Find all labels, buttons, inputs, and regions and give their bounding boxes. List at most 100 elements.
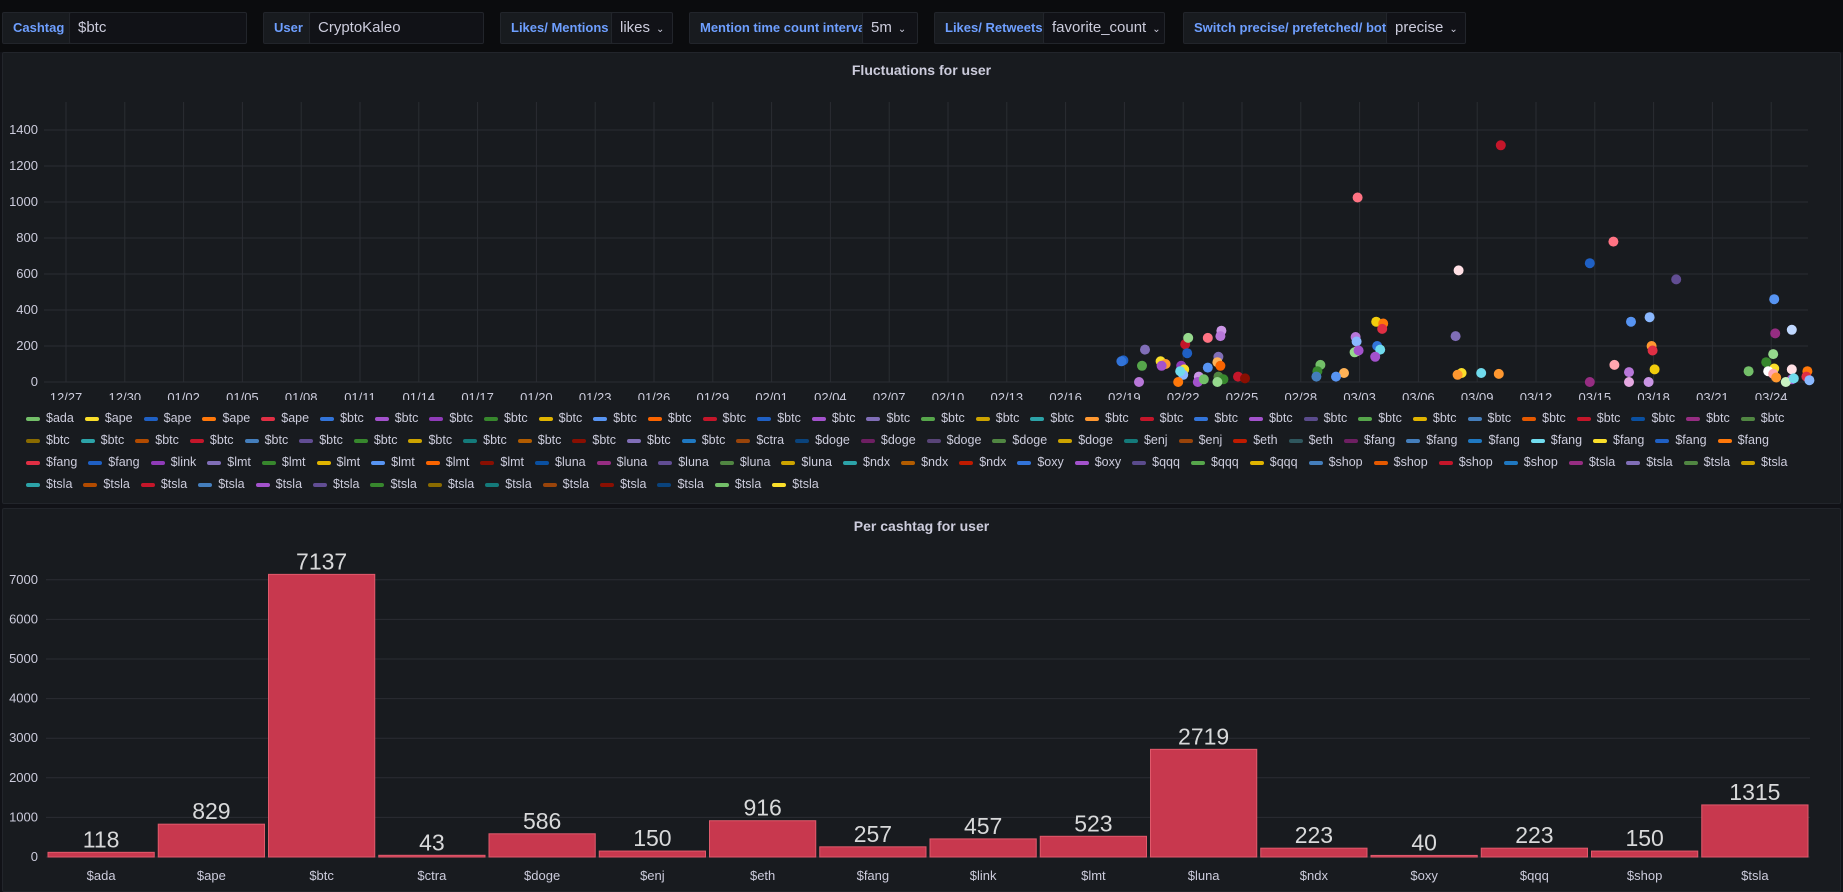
legend-item[interactable]: $eth	[1288, 429, 1333, 451]
legend-item[interactable]: $btc	[538, 407, 582, 429]
fluctuations-panel-title[interactable]: Fluctuations for user	[851, 62, 992, 78]
legend-item[interactable]: $btc	[572, 429, 616, 451]
legend-item[interactable]: $tsla	[1683, 451, 1730, 473]
legend-item[interactable]: $qqq	[1190, 451, 1239, 473]
legend-item[interactable]: $btc	[463, 429, 507, 451]
legend-item[interactable]: $doge	[992, 429, 1047, 451]
legend-item[interactable]: $fang	[1343, 429, 1395, 451]
legend-item[interactable]: $fang	[1717, 429, 1769, 451]
legend-item[interactable]: $ape	[143, 407, 191, 429]
legend-item[interactable]: $btc	[189, 429, 234, 451]
legend-item[interactable]: $btc	[866, 407, 910, 429]
legend-item[interactable]: $lmt	[261, 451, 306, 473]
legend-item[interactable]: $eth	[1233, 429, 1278, 451]
legend-item[interactable]: $ape	[84, 407, 133, 429]
legend-item[interactable]: $enj	[1123, 429, 1168, 451]
legend-item[interactable]: $tsla	[1741, 451, 1787, 473]
legend-item[interactable]: $tsla	[657, 473, 704, 495]
legend-item[interactable]: $btc	[353, 429, 397, 451]
legend-item[interactable]: $lmt	[425, 451, 469, 473]
legend-item[interactable]: $tsla	[83, 473, 130, 495]
likes-mentions-dropdown[interactable]: likes ⌄	[611, 12, 673, 44]
legend-item[interactable]: $btc	[647, 407, 692, 429]
legend-item[interactable]: $tsla	[485, 473, 532, 495]
legend-item[interactable]: $tsla	[1626, 451, 1673, 473]
legend-item[interactable]: $btc	[1194, 407, 1238, 429]
legend-item[interactable]: $shop	[1373, 451, 1428, 473]
legend-item[interactable]: $btc	[429, 407, 473, 429]
legend-item[interactable]: $doge	[795, 429, 850, 451]
legend-item[interactable]: $btc	[681, 429, 725, 451]
legend-item[interactable]: $btc	[921, 407, 965, 429]
legend-item[interactable]: $fang	[1530, 429, 1582, 451]
legend-item[interactable]: $doge	[1058, 429, 1113, 451]
legend-item[interactable]: $lmt	[480, 451, 524, 473]
legend-item[interactable]: $luna	[535, 451, 586, 473]
legend-item[interactable]: $btc	[244, 429, 288, 451]
legend-item[interactable]: $btc	[702, 407, 746, 429]
legend-item[interactable]: $btc	[975, 407, 1019, 429]
legend-item[interactable]: $btc	[1085, 407, 1129, 429]
legend-item[interactable]: $btc	[1358, 407, 1402, 429]
legend-item[interactable]: $ctra	[736, 429, 784, 451]
legend-item[interactable]: $btc	[1686, 407, 1730, 429]
legend-item[interactable]: $lmt	[316, 451, 360, 473]
legend-item[interactable]: $doge	[860, 429, 916, 451]
legend-item[interactable]: $tsla	[198, 473, 245, 495]
legend-item[interactable]: $tsla	[1568, 451, 1615, 473]
interval-dropdown[interactable]: 5m ⌄	[862, 12, 918, 44]
legend-item[interactable]: $btc	[135, 429, 179, 451]
legend-item[interactable]: $btc	[374, 407, 418, 429]
legend-item[interactable]: $btc	[320, 407, 364, 429]
legend-item[interactable]: $btc	[80, 429, 124, 451]
legend-item[interactable]: $btc	[1576, 407, 1620, 429]
legend-item[interactable]: $lmt	[371, 451, 415, 473]
legend-item[interactable]: $shop	[1503, 451, 1558, 473]
legend-item[interactable]: $fang	[1406, 429, 1457, 451]
legend-item[interactable]: $shop	[1438, 451, 1493, 473]
legend-item[interactable]: $oxy	[1074, 451, 1121, 473]
legend-item[interactable]: $luna	[719, 451, 770, 473]
legend-item[interactable]: $ndx	[959, 451, 1006, 473]
legend-item[interactable]: $ape	[261, 407, 309, 429]
legend-item[interactable]: $qqq	[1132, 451, 1180, 473]
legend-item[interactable]: $fang	[26, 451, 77, 473]
legend-item[interactable]: $qqq	[1249, 451, 1298, 473]
legend-item[interactable]: $btc	[757, 407, 801, 429]
legend-item[interactable]: $fang	[88, 451, 140, 473]
legend-item[interactable]: $btc	[483, 407, 528, 429]
per-cashtag-panel-title[interactable]: Per cashtag for user	[853, 518, 990, 534]
legend-item[interactable]: $btc	[1522, 407, 1566, 429]
legend-item[interactable]: $btc	[1030, 407, 1074, 429]
legend-item[interactable]: $tsla	[772, 473, 819, 495]
legend-item[interactable]: $luna	[596, 451, 647, 473]
legend-item[interactable]: $btc	[593, 407, 637, 429]
cashtag-input[interactable]: $btc	[69, 12, 247, 44]
legend-item[interactable]: $btc	[299, 429, 343, 451]
legend-item[interactable]: $btc	[408, 429, 452, 451]
legend-item[interactable]: $btc	[517, 429, 561, 451]
legend-item[interactable]: $btc	[1412, 407, 1457, 429]
legend-item[interactable]: $tsla	[542, 473, 589, 495]
legend-item[interactable]: $tsla	[313, 473, 359, 495]
legend-item[interactable]: $fang	[1655, 429, 1707, 451]
legend-item[interactable]: $enj	[1178, 429, 1222, 451]
legend-item[interactable]: $btc	[26, 429, 70, 451]
legend-item[interactable]: $btc	[1631, 407, 1675, 429]
legend-item[interactable]: $btc	[1139, 407, 1183, 429]
legend-item[interactable]: $fang	[1593, 429, 1644, 451]
legend-item[interactable]: $btc	[1303, 407, 1347, 429]
legend-item[interactable]: $tsla	[370, 473, 417, 495]
legend-item[interactable]: $tsla	[600, 473, 646, 495]
legend-item[interactable]: $link	[150, 451, 196, 473]
likes-retweets-dropdown[interactable]: favorite_count ⌄	[1043, 12, 1165, 44]
legend-item[interactable]: $ndx	[901, 451, 948, 473]
legend-item[interactable]: $btc	[627, 429, 671, 451]
legend-item[interactable]: $tsla	[255, 473, 302, 495]
legend-item[interactable]: $tsla	[140, 473, 187, 495]
legend-item[interactable]: $fang	[1468, 429, 1520, 451]
legend-item[interactable]: $ada	[26, 407, 74, 429]
legend-item[interactable]: $lmt	[207, 451, 251, 473]
legend-item[interactable]: $oxy	[1017, 451, 1064, 473]
precise-switch-dropdown[interactable]: precise ⌄	[1386, 12, 1466, 44]
